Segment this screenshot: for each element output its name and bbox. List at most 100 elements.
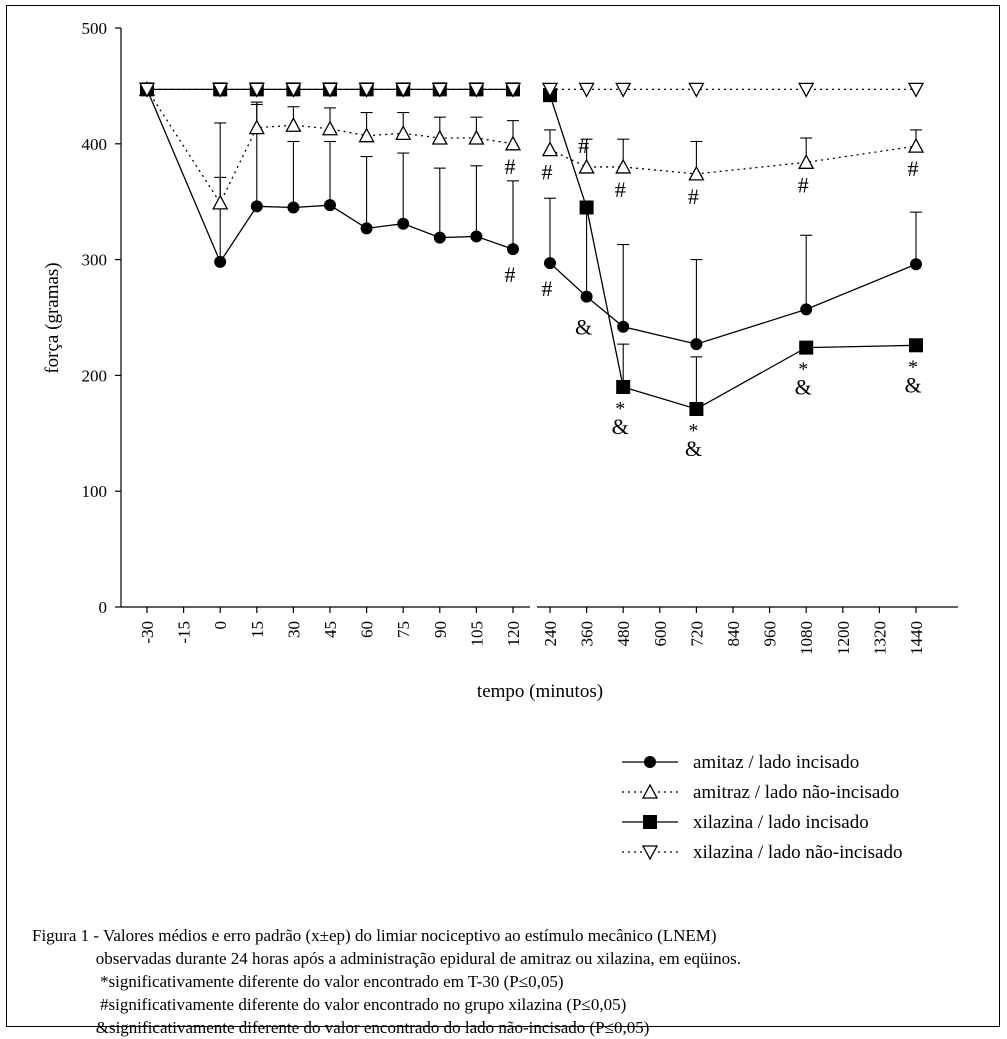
- annotation-mark: &: [795, 375, 812, 400]
- series-4-point: [541, 82, 559, 98]
- figure-caption: Figura 1 - Valores médios e erro padrão …: [32, 924, 982, 1039]
- series-2-point: [541, 141, 559, 157]
- series-2-point: [798, 153, 815, 169]
- annotation-mark: #: [542, 276, 553, 301]
- series-3-point: [909, 338, 923, 353]
- y-tick-label: 200: [82, 366, 108, 385]
- annotation-mark: #: [505, 262, 516, 287]
- caption-line-4: #significativamente diferente do valor e…: [32, 995, 627, 1014]
- y-tick-label: 300: [82, 251, 108, 270]
- x-tick-label: 720: [687, 621, 706, 647]
- x-tick-label: 360: [578, 621, 597, 647]
- annotation-mark: &: [685, 436, 702, 461]
- x-tick-label: 15: [248, 621, 267, 638]
- series-2-point: [395, 125, 412, 141]
- series-1-point: [690, 338, 703, 351]
- series-2-point: [578, 158, 595, 174]
- series-4-point: [504, 82, 522, 98]
- series-4-point: [138, 82, 156, 98]
- series-4-point: [358, 82, 375, 98]
- series-1-point: [360, 222, 373, 235]
- annotation-mark: *: [688, 420, 698, 442]
- x-tick-label: 30: [284, 621, 303, 638]
- series-2-point: [615, 158, 632, 174]
- series-3-point: [799, 340, 814, 355]
- x-tick-label: 105: [467, 621, 486, 647]
- caption-line-2: observadas durante 24 horas após a admin…: [32, 949, 742, 968]
- series-3-point: [689, 401, 704, 416]
- series-1-point: [250, 200, 263, 213]
- caption-line-1: Figura 1 - Valores médios e erro padrão …: [32, 926, 717, 945]
- series-4-point: [212, 82, 229, 98]
- legend-label: xilazina / lado incisado: [693, 812, 869, 833]
- caption-line-3: *significativamente diferente do valor e…: [32, 972, 564, 991]
- annotation-mark: #: [542, 160, 553, 185]
- x-tick-label: -30: [138, 621, 157, 644]
- x-axis-title: tempo (minutos): [477, 681, 603, 702]
- annotation-mark: *: [798, 359, 808, 381]
- series-3-line: [549, 94, 917, 410]
- annotation-mark: #: [908, 156, 919, 181]
- x-tick-label: 1320: [870, 621, 889, 655]
- series-1-point: [324, 199, 336, 212]
- series-1-line: [146, 89, 514, 264]
- annotation-mark: &: [612, 414, 629, 439]
- series-2-point: [504, 135, 522, 151]
- series-4-point: [468, 82, 485, 98]
- series-1-point: [544, 257, 556, 270]
- caption-line-5: &significativamente diferente do valor e…: [32, 1018, 650, 1037]
- series-1-point: [470, 230, 483, 243]
- series-1-point: [617, 320, 630, 333]
- series-4-point: [688, 82, 705, 98]
- x-tick-label: 600: [651, 621, 670, 647]
- series-1-point: [507, 243, 519, 256]
- series-2-point: [285, 116, 302, 132]
- figure-frame: [6, 5, 1000, 1027]
- annotation-mark: &: [904, 372, 921, 397]
- legend-marker: [644, 756, 656, 768]
- annotation-mark: *: [615, 398, 625, 420]
- series-3-point: [616, 379, 631, 394]
- series-3-point: [579, 200, 594, 215]
- series-1-point: [287, 201, 300, 214]
- series-2-point: [321, 120, 339, 136]
- annotation-mark: &: [575, 315, 592, 340]
- series-2-point: [358, 127, 375, 143]
- y-axis-title: força (gramas): [42, 262, 63, 373]
- series-4-point: [578, 82, 595, 98]
- x-tick-label: 0: [211, 621, 230, 630]
- x-tick-label: 1440: [907, 621, 926, 655]
- series-4-point: [431, 82, 448, 98]
- y-tick-label: 0: [99, 598, 108, 617]
- annotation-mark: #: [798, 172, 809, 197]
- x-tick-label: 1200: [834, 621, 853, 655]
- legend-marker: [643, 815, 657, 829]
- chart: 0 100 200 300 400 500 -30 -15 0 15 30 45 60 75 90 105 12…: [42, 19, 958, 863]
- y-tick-label: 500: [82, 19, 108, 38]
- series-1-point: [433, 231, 446, 244]
- series-2-point: [248, 119, 265, 135]
- x-tick-label: 60: [358, 621, 377, 638]
- series-1-point: [800, 303, 813, 316]
- y-tick-label: 100: [82, 482, 108, 501]
- series-2-line: [146, 89, 514, 205]
- annotation-mark: #: [688, 184, 699, 209]
- series-2-point: [907, 137, 925, 153]
- x-tick-label: 1080: [797, 621, 816, 655]
- series-2-line: [549, 145, 917, 175]
- series-1-line: [549, 262, 917, 345]
- legend-marker: [641, 845, 659, 861]
- series-2-point: [468, 129, 485, 145]
- x-tick-label: 840: [724, 621, 743, 647]
- series-2-point: [212, 194, 229, 210]
- series-2-point: [688, 165, 705, 181]
- x-tick-label: 480: [614, 621, 633, 647]
- x-tick-label: 120: [504, 621, 523, 647]
- x-tick-label: 90: [431, 621, 450, 638]
- series-4-point: [248, 82, 265, 98]
- series-4-point: [798, 82, 815, 98]
- legend-marker: [641, 783, 659, 799]
- x-tick-label: 75: [394, 621, 413, 638]
- annotation-mark: #: [505, 154, 516, 179]
- annotation-mark: *: [908, 356, 918, 378]
